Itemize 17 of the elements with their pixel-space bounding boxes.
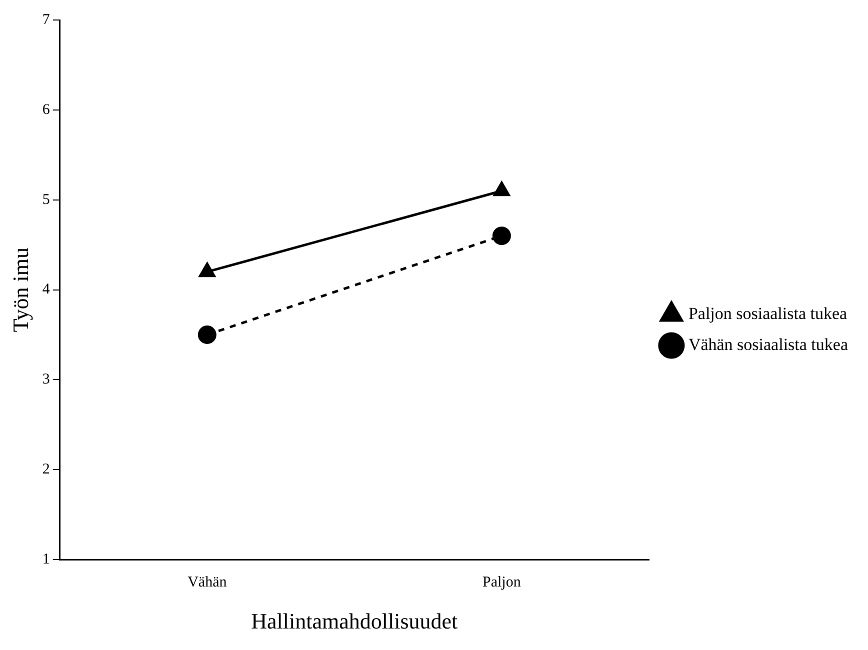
y-tick-label: 4 xyxy=(42,282,50,298)
y-tick-label: 1 xyxy=(42,552,50,568)
y-axis-title: Työn imu xyxy=(8,247,33,332)
y-tick-label: 3 xyxy=(42,372,50,388)
y-tick-label: 2 xyxy=(42,462,50,478)
point xyxy=(492,226,511,246)
point xyxy=(494,182,510,196)
y-tick-label: 5 xyxy=(42,192,50,208)
y-tick-label: 7 xyxy=(42,12,50,28)
x-tick-label: Vähän xyxy=(188,574,228,591)
x-tick-label: Paljon xyxy=(482,574,522,591)
point xyxy=(198,326,216,344)
legend-label: Vähän sosiaalista tukea xyxy=(688,334,848,354)
point xyxy=(198,262,216,278)
legend-label: Paljon sosiaalista tukea xyxy=(688,304,848,323)
x-axis-title: Hallintamahdollisuudet xyxy=(251,608,458,634)
y-tick-label: 6 xyxy=(42,102,50,118)
